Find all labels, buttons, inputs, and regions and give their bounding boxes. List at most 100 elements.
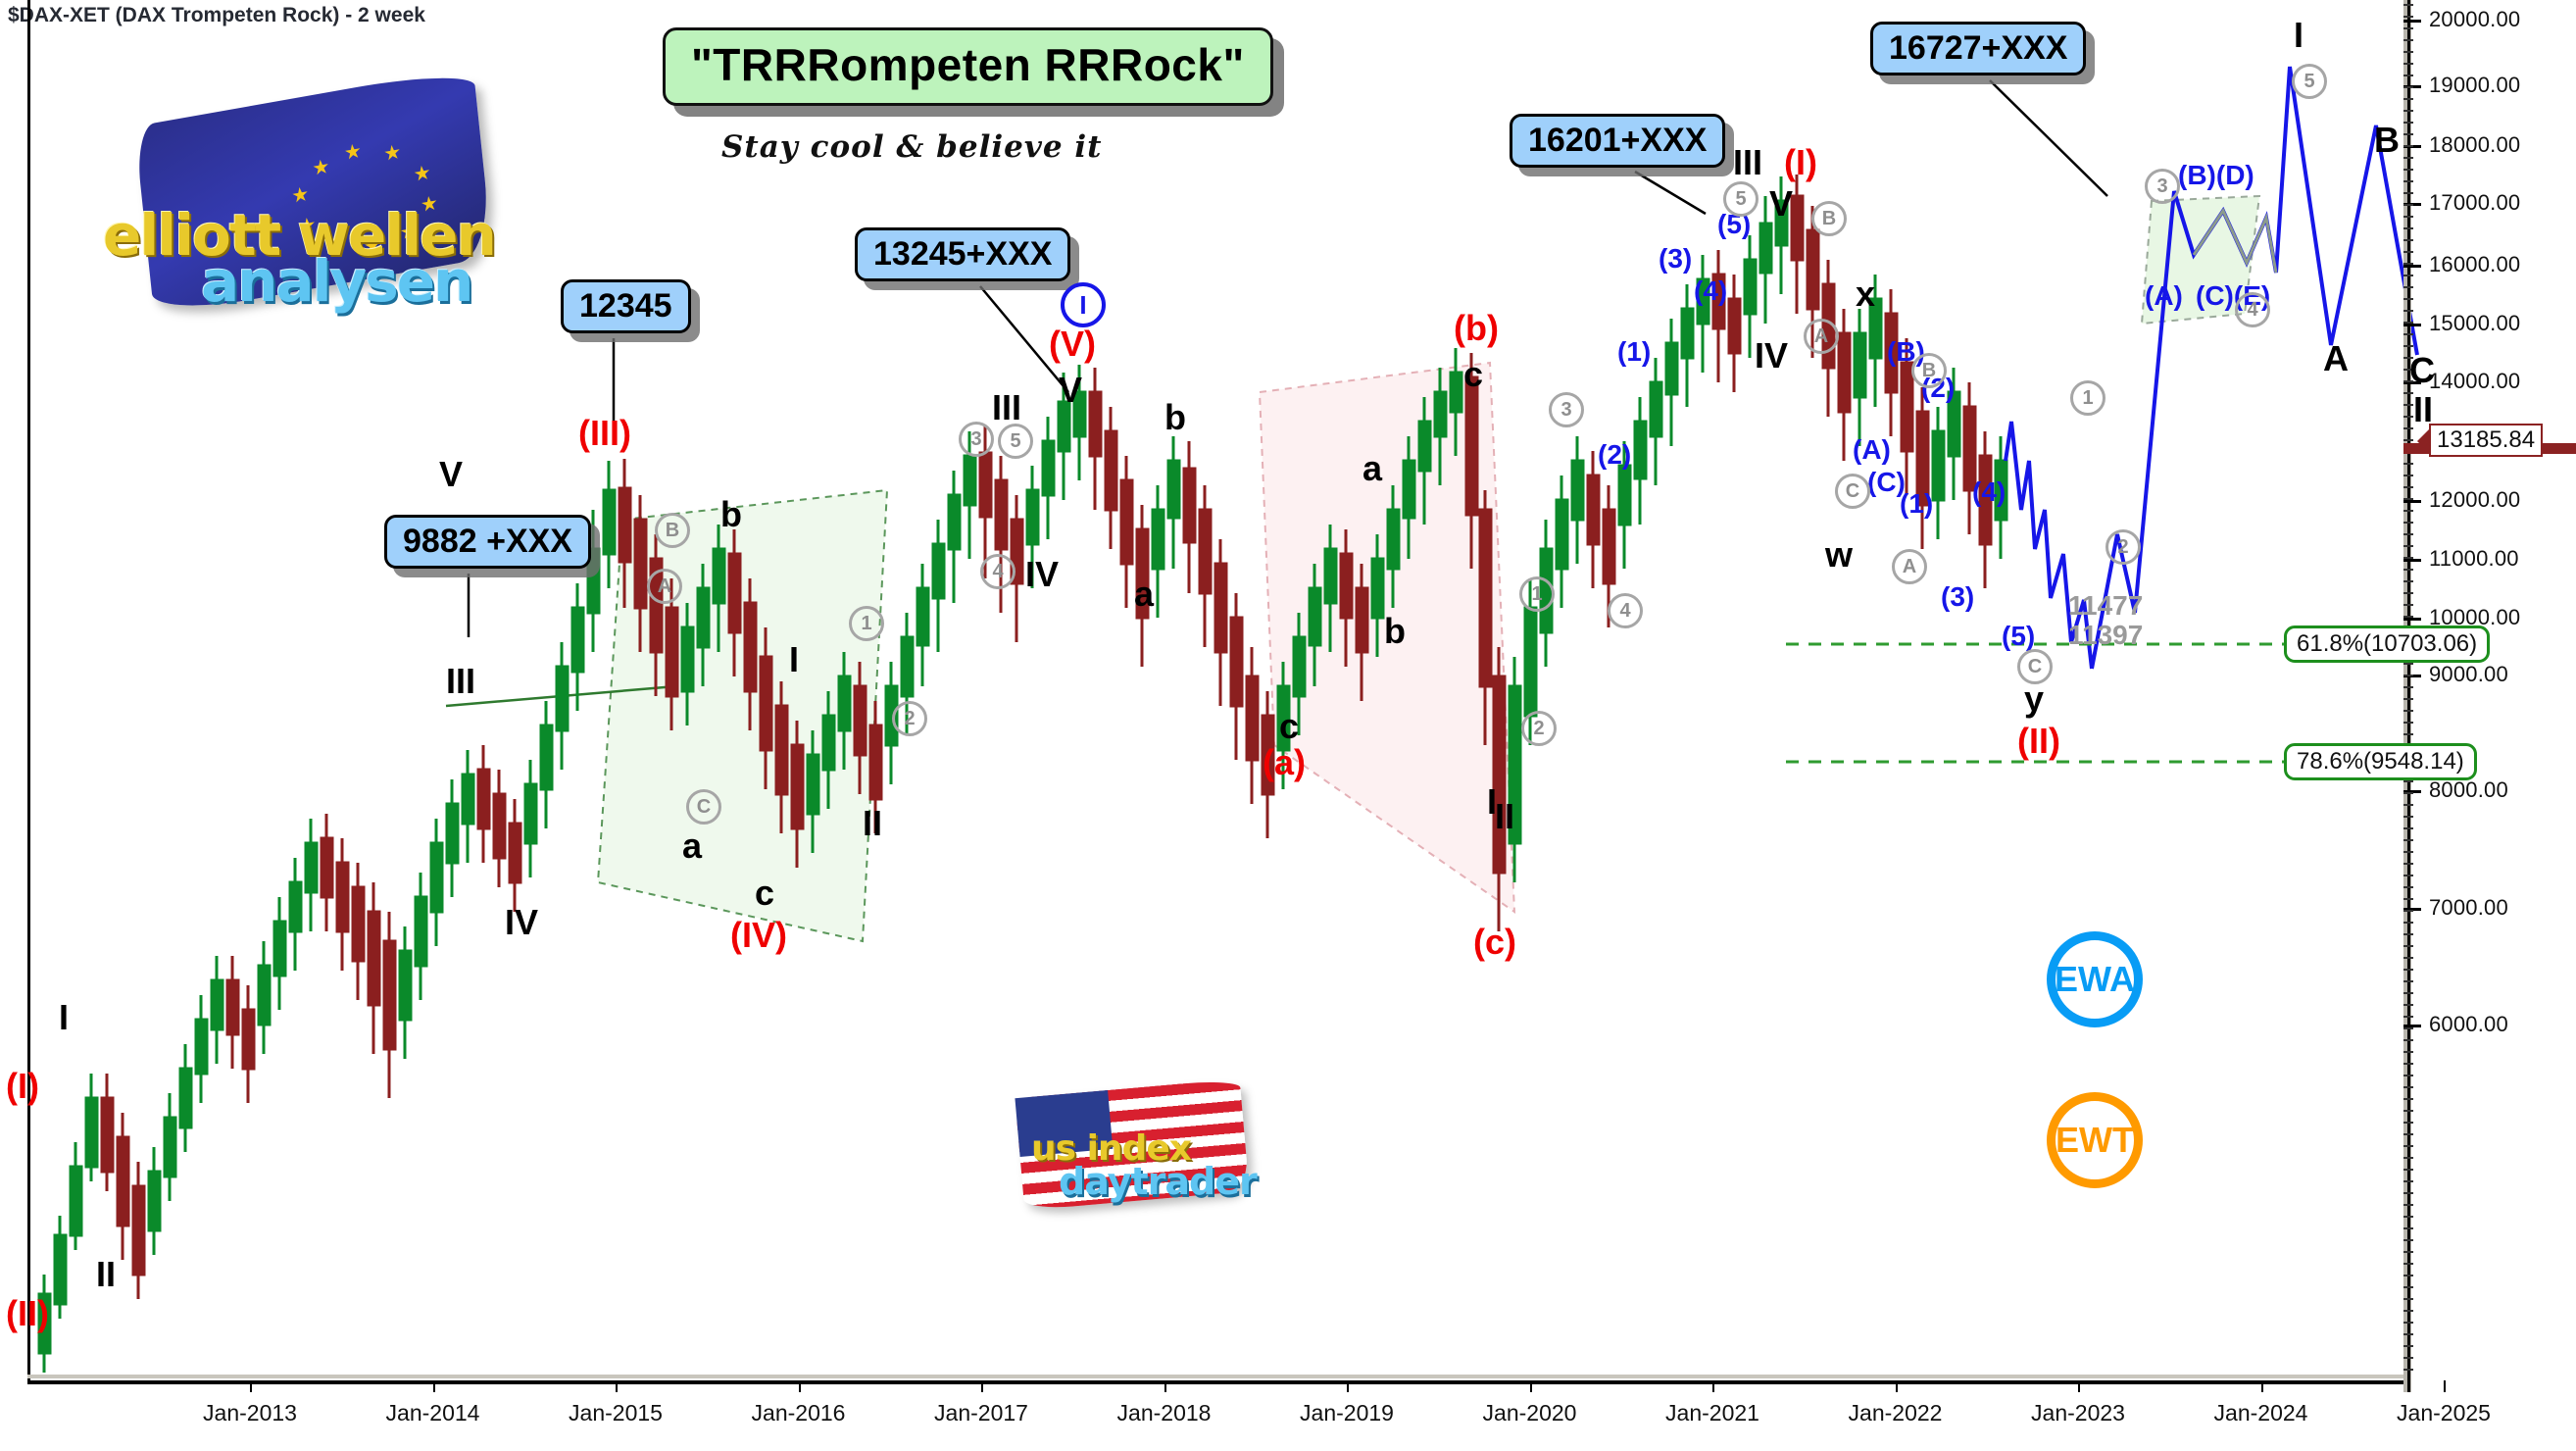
fib-level-tag[interactable]: 61.8%(10703.06) (2284, 625, 2491, 663)
wave-label: II (96, 1254, 117, 1294)
price-tick-minor (2403, 1086, 2413, 1088)
price-tick-minor (2403, 310, 2413, 312)
wave-label: a (682, 826, 703, 866)
wave-label: (5) (2002, 621, 2036, 651)
wave-label: (4) (1694, 275, 1728, 306)
price-tick-minor (2403, 592, 2413, 594)
wave-label: (3) (1941, 581, 1975, 612)
circled-wave-label: 5 (998, 424, 1033, 459)
price-target-callout[interactable]: 16201+XXX (1510, 114, 1726, 168)
price-target-callout[interactable]: 13245+XXX (855, 227, 1071, 281)
price-tick-minor (2403, 1169, 2413, 1171)
circled-wave-label: B (1811, 201, 1847, 236)
price-tick-minor (2403, 839, 2413, 841)
date-tick-mark (1895, 1380, 1898, 1392)
price-tick-minor (2403, 945, 2413, 947)
price-tick-minor (2403, 98, 2413, 100)
date-tick-mark (2078, 1380, 2080, 1392)
price-tick-minor (2403, 1098, 2413, 1100)
price-tick-label: 7000.00 (2429, 895, 2508, 920)
ewt-badge-label: EWT (2056, 1120, 2134, 1160)
wave-label: IV (505, 902, 539, 942)
circled-wave-label: 5 (1723, 181, 1759, 217)
circled-wave-label: 1 (1519, 576, 1555, 612)
wave-label: A (2323, 338, 2349, 378)
price-tick-minor (2403, 275, 2413, 276)
price-tick-label: 20000.00 (2429, 7, 2521, 31)
price-tick-minor (2403, 27, 2413, 29)
price-tick-label: 10000.00 (2429, 605, 2521, 629)
price-tick-minor (2403, 1275, 2413, 1276)
price-tick-minor (2403, 604, 2413, 606)
price-tick-minor (2403, 1216, 2413, 1218)
price-tick-minor (2403, 780, 2413, 782)
price-tick-minor (2403, 110, 2413, 112)
wave-label: (3) (1659, 243, 1693, 274)
wave-label: (b) (1454, 308, 1499, 348)
price-tick-minor (2403, 427, 2413, 429)
circled-wave-label: 4 (1608, 593, 1643, 628)
wave-label: b (720, 494, 742, 534)
price-tick-minor (2403, 122, 2413, 124)
price-target-callout[interactable]: 9882 +XXX (384, 515, 591, 569)
date-tick-label: Jan-2019 (1300, 1400, 1394, 1426)
price-tick-mark (2403, 618, 2421, 621)
price-tick-minor (2403, 216, 2413, 218)
wave-label: C (2409, 350, 2435, 390)
wave-label: w (1825, 534, 1854, 575)
date-tick-label: Jan-2016 (751, 1400, 846, 1426)
wave-label: a (1362, 448, 1383, 488)
wave-label: a (1134, 574, 1155, 614)
y-axis-line (27, 0, 30, 1382)
price-tick-minor (2403, 169, 2413, 171)
wave-label: IV (1755, 335, 1789, 375)
wave-label: (II) (2017, 721, 2060, 761)
price-tick-minor (2403, 1322, 2413, 1324)
wave-label: (III) (578, 413, 631, 453)
price-tick-minor (2403, 875, 2413, 876)
circled-wave-label: A (1804, 319, 1839, 354)
chart-banner: "TRRRompeten RRRock" (663, 27, 1273, 106)
price-tick-minor (2403, 1016, 2413, 1018)
ewt-badge[interactable]: EWT (2047, 1092, 2143, 1188)
price-tick-label: 16000.00 (2429, 252, 2521, 276)
ewa-badge-label: EWA (2055, 959, 2136, 999)
price-tick-minor (2403, 227, 2413, 229)
wave-label: V (1769, 183, 1794, 224)
wave-label: B (2374, 120, 2400, 160)
wave-label: b (1384, 611, 1406, 651)
price-tick-minor (2403, 1039, 2413, 1041)
circled-wave-label: 2 (892, 701, 927, 736)
price-tick-minor (2403, 992, 2413, 994)
price-tick-minor (2403, 804, 2413, 806)
fib-level-tag[interactable]: 78.6%(9548.14) (2284, 743, 2477, 780)
date-tick-mark (1347, 1380, 1349, 1392)
price-tick-minor (2403, 933, 2413, 935)
wave-label: (V) (1049, 324, 1096, 364)
price-tick-minor (2403, 675, 2413, 676)
price-tick-minor (2403, 792, 2413, 794)
price-tick-mark (2403, 790, 2421, 793)
price-tick-minor (2403, 486, 2413, 488)
wave-label: c (1463, 354, 1484, 394)
wave-label: (4) (1972, 476, 2006, 507)
price-target-callout[interactable]: 16727+XXX (1870, 22, 2087, 75)
wave-label: c (755, 873, 775, 913)
wave-label: V (1059, 370, 1083, 410)
circled-wave-label: 4 (2235, 292, 2270, 327)
date-tick-label: Jan-2021 (1665, 1400, 1759, 1426)
price-tick-minor (2403, 392, 2413, 394)
price-target-callout[interactable]: 12345 (561, 279, 691, 333)
ewa-badge[interactable]: EWA (2047, 931, 2143, 1027)
price-tick-minor (2403, 263, 2413, 265)
projection-level-lower: 11397 (2068, 620, 2144, 650)
wave-label: (A) (2145, 280, 2183, 311)
wave-label: b (1164, 397, 1186, 437)
price-tick-minor (2403, 404, 2413, 406)
price-tick-mark (2403, 1025, 2421, 1027)
date-tick-mark (250, 1380, 252, 1392)
price-tick-minor (2403, 380, 2413, 382)
price-tick-minor (2403, 557, 2413, 559)
circled-wave-label: B (1911, 353, 1947, 388)
price-tick-mark (2403, 500, 2421, 503)
